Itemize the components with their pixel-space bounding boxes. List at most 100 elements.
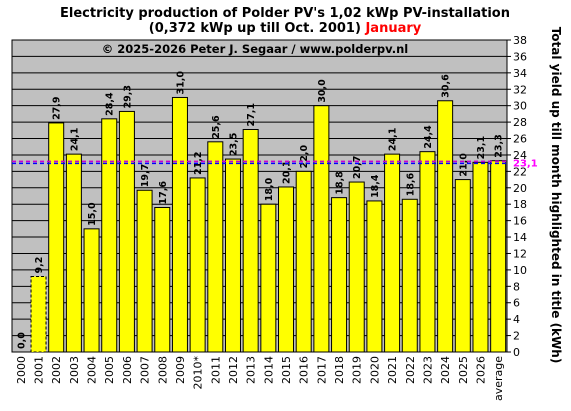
x-tick-label: 2006 xyxy=(121,356,134,384)
y-tick-label: 32 xyxy=(513,83,527,96)
bar-average xyxy=(490,160,507,353)
bar-2002 xyxy=(48,122,65,353)
bar-2021 xyxy=(384,153,401,353)
x-tick-label: 2003 xyxy=(68,356,81,384)
bar-2019 xyxy=(348,181,365,353)
value-label: 24,4 xyxy=(423,125,434,149)
bar-2025 xyxy=(454,179,471,353)
x-tick-label: 2021 xyxy=(386,356,399,384)
x-tick-label: 2018 xyxy=(333,356,346,384)
bars: 0,0 9,2 27,9 24,1 15,0 28,4 29,3 19,7 17,6 31,0 21… xyxy=(16,71,507,353)
x-tick-label: 2015 xyxy=(280,356,293,384)
y-tick-label: 30 xyxy=(513,100,527,113)
value-label: 19,7 xyxy=(140,164,151,187)
bar-2020 xyxy=(366,200,383,353)
bar-2022 xyxy=(401,198,418,353)
value-label: 27,9 xyxy=(52,96,63,119)
y-tick-label: 24 xyxy=(513,149,527,162)
value-label: 0,0 xyxy=(16,332,27,349)
y-tick-label: 34 xyxy=(513,67,527,80)
value-label: 18,8 xyxy=(335,171,346,195)
bar-2010* xyxy=(189,177,206,353)
y-tick-label: 0 xyxy=(513,346,520,359)
x-tick-label: 2000 xyxy=(15,356,28,384)
bar-2026 xyxy=(472,161,489,353)
bar-2023 xyxy=(419,151,436,353)
x-tick-label: 2012 xyxy=(227,356,240,384)
value-label: 24,1 xyxy=(69,128,80,151)
value-label: 30,6 xyxy=(441,74,452,98)
chart-title-line2: (0,372 kWp up till Oct. 2001) January xyxy=(149,21,422,36)
x-tick-label: 2024 xyxy=(439,356,452,384)
chart-title-line1: Electricity production of Polder PV's 1,… xyxy=(60,6,510,21)
y-tick-label: 20 xyxy=(513,182,527,195)
x-tick-label: 2005 xyxy=(103,356,116,384)
bar-2016 xyxy=(295,170,312,353)
x-tick-label: 2023 xyxy=(421,356,434,384)
value-label: 18,0 xyxy=(264,177,275,201)
y-axis-label: Total yield up till month highlighted in… xyxy=(549,27,563,364)
y-tick-label: 36 xyxy=(513,50,527,63)
x-tick-label: 2020 xyxy=(368,356,381,384)
bar-2018 xyxy=(331,197,348,353)
x-tick-label: 2026 xyxy=(474,356,487,384)
value-label: 31,0 xyxy=(175,71,186,95)
y-tick-label: 14 xyxy=(513,231,527,244)
y-tick-label: 12 xyxy=(513,247,527,260)
bar-2012 xyxy=(224,158,241,353)
y-tick-label: 16 xyxy=(513,215,527,228)
value-label: 22,0 xyxy=(299,145,310,169)
y-tick-label: 6 xyxy=(513,297,520,310)
y-tick-label: 26 xyxy=(513,133,527,146)
x-tick-label: 2007 xyxy=(139,356,152,384)
x-tick-label: 2001 xyxy=(33,356,46,384)
value-label: 27,1 xyxy=(246,103,257,126)
y-tick-label: 4 xyxy=(513,313,520,326)
bar-2017 xyxy=(313,105,330,353)
y-tick-label: 2 xyxy=(513,330,520,343)
bar-2015 xyxy=(278,186,295,353)
x-tick-label: 2008 xyxy=(156,356,169,384)
x-axis-ticks: 2000 2001 2002 2003 2004 2005 2006 2007 2008 2009… xyxy=(15,356,505,402)
value-label: 20,1 xyxy=(282,161,293,184)
y-tick-label: 8 xyxy=(513,280,520,293)
reference-line-label: 23,1 xyxy=(513,158,538,169)
x-tick-label: 2009 xyxy=(174,356,187,384)
value-label: 9,2 xyxy=(34,257,45,274)
bar-2001 xyxy=(30,275,47,353)
value-label: 24,1 xyxy=(388,128,399,151)
bar-2006 xyxy=(118,110,135,353)
y-tick-label: 28 xyxy=(513,116,527,129)
y-tick-label: 22 xyxy=(513,165,527,178)
value-label: 23,5 xyxy=(228,133,239,156)
value-label: 29,3 xyxy=(122,85,133,108)
value-label: 15,0 xyxy=(87,202,98,226)
x-tick-label: 2004 xyxy=(86,356,99,384)
x-tick-label: 2010* xyxy=(192,356,205,390)
value-label: 17,6 xyxy=(158,181,169,205)
bar-2024 xyxy=(437,100,454,353)
bar-2008 xyxy=(154,206,171,353)
chart-title-month: January xyxy=(364,21,421,36)
bar-2014 xyxy=(260,203,277,353)
bar-2011 xyxy=(207,141,224,353)
x-tick-label: 2022 xyxy=(404,356,417,384)
copyright-text: © 2025-2026 Peter J. Segaar / www.polder… xyxy=(102,42,408,56)
x-tick-label: 2011 xyxy=(209,356,222,384)
y-tick-label: 38 xyxy=(513,34,527,47)
bar-2003 xyxy=(65,153,82,353)
bar-2007 xyxy=(136,189,153,353)
value-label: 21,2 xyxy=(193,151,204,174)
x-tick-label: 2002 xyxy=(50,356,63,384)
value-label: 18,6 xyxy=(405,172,416,196)
value-label: 28,4 xyxy=(105,92,116,116)
bar-2005 xyxy=(101,118,118,353)
bar-2013 xyxy=(242,128,259,353)
y-tick-label: 18 xyxy=(513,198,527,211)
value-label: 20,7 xyxy=(352,156,363,179)
value-label: 30,0 xyxy=(317,79,328,103)
x-tick-label: average xyxy=(492,356,505,401)
value-label: 21,0 xyxy=(458,153,469,177)
